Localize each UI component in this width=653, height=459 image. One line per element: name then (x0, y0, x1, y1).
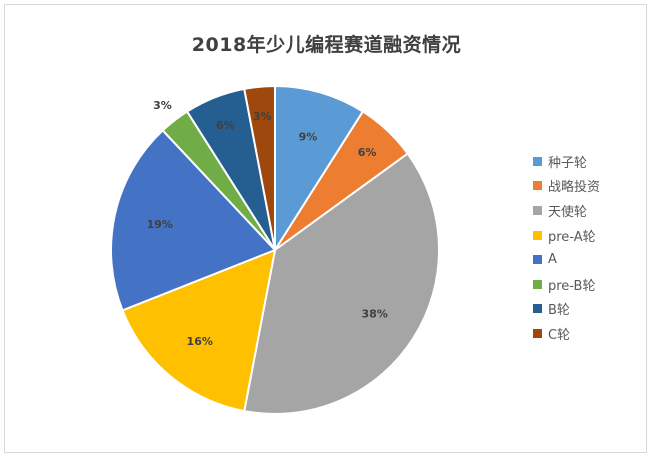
legend-item: pre-A轮 (533, 223, 600, 248)
slice-label-3: 16% (187, 335, 213, 348)
slice-label-2: 38% (362, 307, 388, 320)
legend-label: pre-B轮 (548, 278, 596, 294)
legend-swatch (533, 304, 542, 314)
legend-item: 战略投资 (533, 174, 600, 199)
pie-slice-7 (243, 84, 276, 251)
pie-slice-3 (121, 248, 277, 413)
pie-slice-0 (274, 84, 365, 254)
pie-slice-2 (243, 152, 440, 415)
slice-label-6: 6% (216, 119, 235, 132)
legend-item: 天使轮 (533, 198, 600, 223)
slice-label-5: 3% (153, 99, 172, 112)
legend-label: C轮 (548, 327, 571, 343)
legend-label: 种子轮 (548, 155, 588, 171)
legend-label: A (548, 252, 557, 268)
legend-label: 战略投资 (548, 180, 601, 196)
legend-label: 天使轮 (548, 204, 588, 220)
slice-label-7: 3% (253, 110, 272, 123)
slice-label-0: 9% (299, 131, 318, 144)
legend-swatch (533, 328, 542, 338)
legend-item: pre-B轮 (533, 272, 600, 297)
legend-swatch (533, 181, 542, 191)
legend-item: C轮 (533, 321, 600, 346)
legend-item: B轮 (533, 297, 600, 322)
legend-item: A (533, 247, 600, 272)
chart-title: 2018年少儿编程赛道融资情况 (191, 34, 462, 56)
slice-label-1: 6% (358, 146, 377, 159)
legend-swatch (533, 279, 542, 289)
legend-swatch (533, 255, 542, 265)
legend-swatch (533, 205, 542, 215)
legend-label: B轮 (548, 303, 570, 319)
legend-item: 种子轮 (533, 149, 600, 174)
legend-swatch (533, 156, 542, 166)
slice-label-4: 19% (147, 218, 173, 231)
legend-label: pre-A轮 (548, 229, 596, 245)
legend-swatch (533, 230, 542, 240)
pie-slice-4 (110, 129, 277, 312)
